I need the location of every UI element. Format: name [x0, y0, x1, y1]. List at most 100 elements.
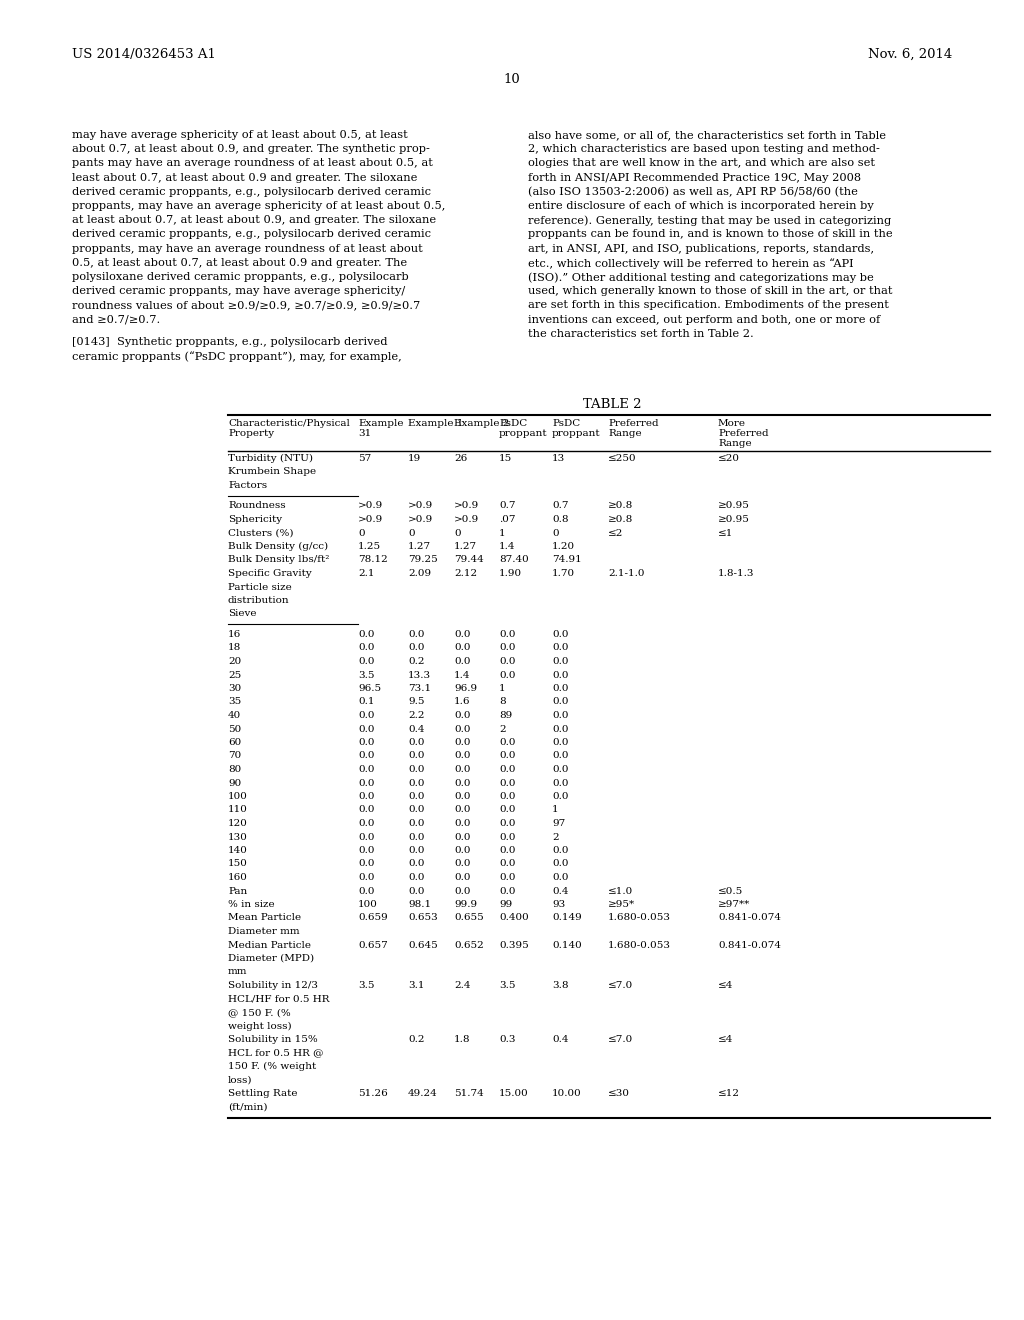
Text: 110: 110 [228, 805, 248, 814]
Text: 0.0: 0.0 [408, 805, 425, 814]
Text: Sieve: Sieve [228, 610, 256, 619]
Text: (ft/min): (ft/min) [228, 1102, 267, 1111]
Text: 0.0: 0.0 [358, 818, 375, 828]
Text: the characteristics set forth in Table 2.: the characteristics set forth in Table 2… [528, 329, 754, 339]
Text: 2.4: 2.4 [454, 981, 470, 990]
Text: derived ceramic proppants, e.g., polysilocarb derived ceramic: derived ceramic proppants, e.g., polysil… [72, 230, 431, 239]
Text: etc., which collectively will be referred to herein as “API: etc., which collectively will be referre… [528, 257, 854, 268]
Text: ≤30: ≤30 [608, 1089, 630, 1098]
Text: 0.0: 0.0 [454, 779, 470, 788]
Text: 0.0: 0.0 [552, 725, 568, 734]
Text: 0.0: 0.0 [454, 630, 470, 639]
Text: 20: 20 [228, 657, 242, 667]
Text: 0.0: 0.0 [408, 792, 425, 801]
Text: 150 F. (% weight: 150 F. (% weight [228, 1063, 316, 1071]
Text: 0.0: 0.0 [454, 846, 470, 855]
Text: 1.680-0.053: 1.680-0.053 [608, 940, 671, 949]
Text: 0.0: 0.0 [499, 738, 515, 747]
Text: 0.0: 0.0 [499, 887, 515, 895]
Text: Example: Example [358, 418, 403, 428]
Text: 0.0: 0.0 [454, 818, 470, 828]
Text: Diameter (MPD): Diameter (MPD) [228, 954, 314, 964]
Text: derived ceramic proppants, e.g., polysilocarb derived ceramic: derived ceramic proppants, e.g., polysil… [72, 187, 431, 197]
Text: used, which generally known to those of skill in the art, or that: used, which generally known to those of … [528, 286, 893, 296]
Text: More: More [718, 418, 746, 428]
Text: pants may have an average roundness of at least about 0.5, at: pants may have an average roundness of a… [72, 158, 433, 169]
Text: 0.0: 0.0 [499, 833, 515, 842]
Text: 0.0: 0.0 [358, 738, 375, 747]
Text: Pan: Pan [228, 887, 247, 895]
Text: 0: 0 [408, 528, 415, 537]
Text: >0.9: >0.9 [408, 502, 433, 511]
Text: 0.0: 0.0 [358, 873, 375, 882]
Text: 0.1: 0.1 [358, 697, 375, 706]
Text: 0.0: 0.0 [499, 644, 515, 652]
Text: 99.9: 99.9 [454, 900, 477, 909]
Text: 10: 10 [504, 73, 520, 86]
Text: ≤2: ≤2 [608, 528, 624, 537]
Text: entire disclosure of each of which is incorporated herein by: entire disclosure of each of which is in… [528, 201, 873, 211]
Text: Diameter mm: Diameter mm [228, 927, 300, 936]
Text: ≥0.8: ≥0.8 [608, 502, 633, 511]
Text: 15.00: 15.00 [499, 1089, 528, 1098]
Text: 2.2: 2.2 [408, 711, 425, 719]
Text: roundness values of about ≥0.9/≥0.9, ≥0.7/≥0.9, ≥0.9/≥0.7: roundness values of about ≥0.9/≥0.9, ≥0.… [72, 301, 420, 310]
Text: 0.0: 0.0 [358, 711, 375, 719]
Text: 0.0: 0.0 [499, 792, 515, 801]
Text: 0.0: 0.0 [454, 725, 470, 734]
Text: 1.8-1.3: 1.8-1.3 [718, 569, 755, 578]
Text: 0.0: 0.0 [552, 711, 568, 719]
Text: 150: 150 [228, 859, 248, 869]
Text: 0.0: 0.0 [454, 644, 470, 652]
Text: 79.44: 79.44 [454, 556, 483, 565]
Text: 15: 15 [499, 454, 512, 463]
Text: 1.70: 1.70 [552, 569, 575, 578]
Text: 0.0: 0.0 [408, 779, 425, 788]
Text: 1: 1 [499, 684, 506, 693]
Text: 40: 40 [228, 711, 242, 719]
Text: 0.653: 0.653 [408, 913, 437, 923]
Text: 73.1: 73.1 [408, 684, 431, 693]
Text: >0.9: >0.9 [454, 515, 479, 524]
Text: 0.0: 0.0 [552, 630, 568, 639]
Text: ologies that are well know in the art, and which are also set: ologies that are well know in the art, a… [528, 158, 874, 169]
Text: ≤250: ≤250 [608, 454, 637, 463]
Text: 0.0: 0.0 [408, 818, 425, 828]
Text: [0143]  Synthetic proppants, e.g., polysilocarb derived: [0143] Synthetic proppants, e.g., polysi… [72, 338, 387, 347]
Text: 0.841-0.074: 0.841-0.074 [718, 913, 781, 923]
Text: 99: 99 [499, 900, 512, 909]
Text: Bulk Density (g/cc): Bulk Density (g/cc) [228, 543, 328, 552]
Text: 93: 93 [552, 900, 565, 909]
Text: 1.6: 1.6 [454, 697, 470, 706]
Text: 49.24: 49.24 [408, 1089, 437, 1098]
Text: ceramic proppants (“PsDC proppant”), may, for example,: ceramic proppants (“PsDC proppant”), may… [72, 351, 401, 362]
Text: Mean Particle: Mean Particle [228, 913, 301, 923]
Text: 0.0: 0.0 [358, 805, 375, 814]
Text: (also ISO 13503-2:2006) as well as, API RP 56/58/60 (the: (also ISO 13503-2:2006) as well as, API … [528, 187, 858, 197]
Text: 26: 26 [454, 454, 467, 463]
Text: 1.8: 1.8 [454, 1035, 470, 1044]
Text: 1: 1 [499, 528, 506, 537]
Text: 0.0: 0.0 [552, 697, 568, 706]
Text: inventions can exceed, out perform and both, one or more of: inventions can exceed, out perform and b… [528, 314, 881, 325]
Text: 0.0: 0.0 [454, 805, 470, 814]
Text: 0.0: 0.0 [408, 644, 425, 652]
Text: 0: 0 [454, 528, 461, 537]
Text: 0.0: 0.0 [408, 833, 425, 842]
Text: 60: 60 [228, 738, 242, 747]
Text: 0.841-0.074: 0.841-0.074 [718, 940, 781, 949]
Text: 0.0: 0.0 [454, 873, 470, 882]
Text: PsDC: PsDC [499, 418, 527, 428]
Text: ≤20: ≤20 [718, 454, 740, 463]
Text: Solubility in 12/3: Solubility in 12/3 [228, 981, 318, 990]
Text: Range: Range [608, 429, 642, 438]
Text: art, in ANSI, API, and ISO, publications, reports, standards,: art, in ANSI, API, and ISO, publications… [528, 244, 874, 253]
Text: 0.0: 0.0 [552, 644, 568, 652]
Text: Turbidity (NTU): Turbidity (NTU) [228, 454, 313, 463]
Text: 0.0: 0.0 [454, 887, 470, 895]
Text: 8: 8 [499, 697, 506, 706]
Text: 35: 35 [228, 697, 242, 706]
Text: distribution: distribution [228, 597, 290, 605]
Text: ≤7.0: ≤7.0 [608, 1035, 633, 1044]
Text: Roundness: Roundness [228, 502, 286, 511]
